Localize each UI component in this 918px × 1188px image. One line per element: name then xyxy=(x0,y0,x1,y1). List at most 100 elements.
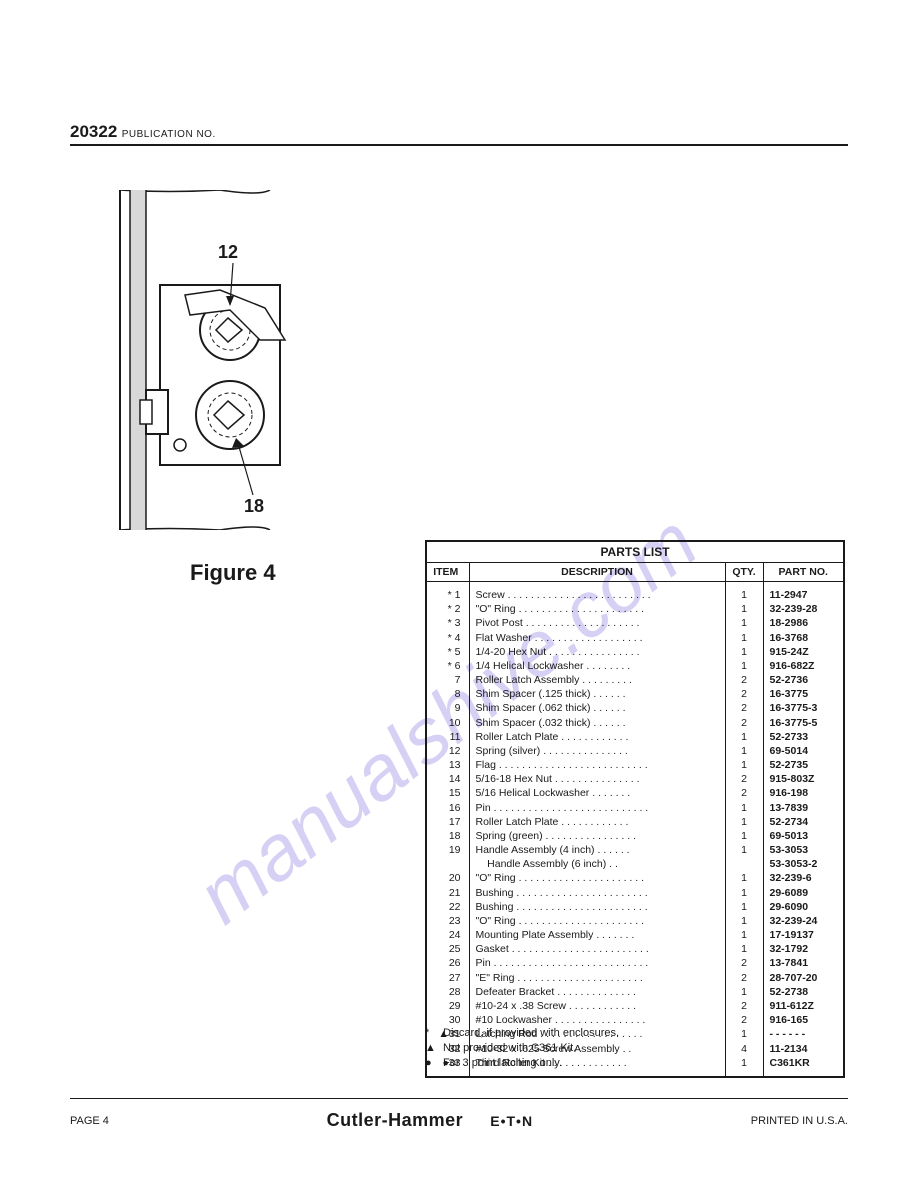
figure-caption: Figure 4 xyxy=(190,560,276,586)
cell-desc: Bushing . . . . . . . . . . . . . . . . … xyxy=(469,886,725,900)
table-row: 21Bushing . . . . . . . . . . . . . . . … xyxy=(427,886,843,900)
cell-part: 52-2735 xyxy=(763,758,843,772)
table-row: 11Roller Latch Plate . . . . . . . . . .… xyxy=(427,730,843,744)
cell-part: 28-707-20 xyxy=(763,971,843,985)
cell-part: 53-3053-2 xyxy=(763,857,843,871)
cell-item xyxy=(427,857,469,871)
cell-part: 11-2947 xyxy=(763,582,843,603)
table-row: * 4Flat Washer . . . . . . . . . . . . .… xyxy=(427,631,843,645)
cell-qty: 1 xyxy=(725,985,763,999)
cell-qty: 2 xyxy=(725,971,763,985)
footnote-text: For 3 point latching only. xyxy=(443,1057,562,1069)
cell-part: 32-239-6 xyxy=(763,871,843,885)
table-row: 8Shim Spacer (.125 thick) . . . . . .216… xyxy=(427,687,843,701)
cell-desc: "O" Ring . . . . . . . . . . . . . . . .… xyxy=(469,871,725,885)
cell-qty: 1 xyxy=(725,843,763,857)
cell-qty: 2 xyxy=(725,701,763,715)
parts-list-title: PARTS LIST xyxy=(427,542,843,563)
page-number: PAGE 4 xyxy=(70,1115,109,1127)
cell-part: 18-2986 xyxy=(763,616,843,630)
footer-rule xyxy=(70,1098,848,1099)
cell-qty: 1 xyxy=(725,730,763,744)
cell-item: 29 xyxy=(427,999,469,1013)
cell-item: * 1 xyxy=(427,582,469,603)
cell-item: 12 xyxy=(427,744,469,758)
cell-qty: 2 xyxy=(725,1013,763,1027)
table-row: * 61/4 Helical Lockwasher . . . . . . . … xyxy=(427,659,843,673)
cell-qty: 1 xyxy=(725,886,763,900)
cell-desc: Shim Spacer (.062 thick) . . . . . . xyxy=(469,701,725,715)
cell-qty: 1 xyxy=(725,631,763,645)
cell-part: C361KR xyxy=(763,1056,843,1076)
cell-item: 14 xyxy=(427,772,469,786)
footnote: ●For 3 point latching only. xyxy=(425,1056,619,1071)
cell-desc: Pivot Post . . . . . . . . . . . . . . .… xyxy=(469,616,725,630)
table-row: 24Mounting Plate Assembly . . . . . . .1… xyxy=(427,928,843,942)
cell-desc: "O" Ring . . . . . . . . . . . . . . . .… xyxy=(469,602,725,616)
cell-qty: 1 xyxy=(725,871,763,885)
cell-qty: 1 xyxy=(725,758,763,772)
cell-desc: Flag . . . . . . . . . . . . . . . . . .… xyxy=(469,758,725,772)
figure-4-drawing: 12 18 xyxy=(110,190,410,530)
cell-desc: Spring (silver) . . . . . . . . . . . . … xyxy=(469,744,725,758)
cell-part: 16-3775-3 xyxy=(763,701,843,715)
cell-item: 11 xyxy=(427,730,469,744)
cell-qty: 2 xyxy=(725,772,763,786)
cell-part: 13-7841 xyxy=(763,956,843,970)
cell-qty: 1 xyxy=(725,744,763,758)
col-part: PART NO. xyxy=(763,563,843,582)
table-row: 7Roller Latch Assembly . . . . . . . . .… xyxy=(427,673,843,687)
cell-item: 18 xyxy=(427,829,469,843)
cell-qty: 2 xyxy=(725,716,763,730)
table-row: 27"E" Ring . . . . . . . . . . . . . . .… xyxy=(427,971,843,985)
cell-qty: 2 xyxy=(725,999,763,1013)
cell-item: * 5 xyxy=(427,645,469,659)
cell-item: * 4 xyxy=(427,631,469,645)
brand-sub: E•T•N xyxy=(490,1113,533,1129)
page-footer: PAGE 4 Cutler-Hammer E•T•N PRINTED IN U.… xyxy=(70,1110,848,1131)
cell-part: 32-239-28 xyxy=(763,602,843,616)
cell-desc: Pin . . . . . . . . . . . . . . . . . . … xyxy=(469,801,725,815)
cell-qty: 1 xyxy=(725,942,763,956)
cell-part: 17-19137 xyxy=(763,928,843,942)
table-row: * 3Pivot Post . . . . . . . . . . . . . … xyxy=(427,616,843,630)
cell-item: 21 xyxy=(427,886,469,900)
cell-qty: 1 xyxy=(725,602,763,616)
cell-part: 29-6089 xyxy=(763,886,843,900)
cell-item: 15 xyxy=(427,786,469,800)
table-row: 9Shim Spacer (.062 thick) . . . . . .216… xyxy=(427,701,843,715)
cell-item: 24 xyxy=(427,928,469,942)
cell-item: 19 xyxy=(427,843,469,857)
cell-desc: 5/16-18 Hex Nut . . . . . . . . . . . . … xyxy=(469,772,725,786)
table-row: * 2"O" Ring . . . . . . . . . . . . . . … xyxy=(427,602,843,616)
cell-qty: 2 xyxy=(725,673,763,687)
table-row: 155/16 Helical Lockwasher . . . . . . .2… xyxy=(427,786,843,800)
cell-desc: Pin . . . . . . . . . . . . . . . . . . … xyxy=(469,956,725,970)
table-row: * 51/4-20 Hex Nut . . . . . . . . . . . … xyxy=(427,645,843,659)
cell-desc: "O" Ring . . . . . . . . . . . . . . . .… xyxy=(469,914,725,928)
cell-qty: 1 xyxy=(725,914,763,928)
cell-part: 29-6090 xyxy=(763,900,843,914)
table-row: 12Spring (silver) . . . . . . . . . . . … xyxy=(427,744,843,758)
parts-table: ITEM DESCRIPTION QTY. PART NO. * 1Screw … xyxy=(427,563,843,1076)
table-row: 10Shim Spacer (.032 thick) . . . . . .21… xyxy=(427,716,843,730)
cell-desc: Bushing . . . . . . . . . . . . . . . . … xyxy=(469,900,725,914)
table-row: 20"O" Ring . . . . . . . . . . . . . . .… xyxy=(427,871,843,885)
cell-part: 11-2134 xyxy=(763,1042,843,1056)
cell-part: 16-3775-5 xyxy=(763,716,843,730)
cell-qty: 1 xyxy=(725,801,763,815)
cell-qty: 1 xyxy=(725,928,763,942)
cell-part: 915-24Z xyxy=(763,645,843,659)
cell-desc: Handle Assembly (4 inch) . . . . . . xyxy=(469,843,725,857)
cell-desc: Screw . . . . . . . . . . . . . . . . . … xyxy=(469,582,725,603)
footnote-symbol: ● xyxy=(425,1056,443,1071)
cell-part: 52-2733 xyxy=(763,730,843,744)
figure-4-svg: 12 18 xyxy=(110,190,410,530)
footnotes: *Discard, if provided with enclosures.▲N… xyxy=(425,1026,619,1071)
cell-qty: 1 xyxy=(725,1027,763,1041)
cell-desc: Spring (green) . . . . . . . . . . . . .… xyxy=(469,829,725,843)
footnote: *Discard, if provided with enclosures. xyxy=(425,1026,619,1041)
publication-header: 20322 PUBLICATION NO. xyxy=(70,122,848,146)
cell-desc: 5/16 Helical Lockwasher . . . . . . . xyxy=(469,786,725,800)
cell-item: 20 xyxy=(427,871,469,885)
